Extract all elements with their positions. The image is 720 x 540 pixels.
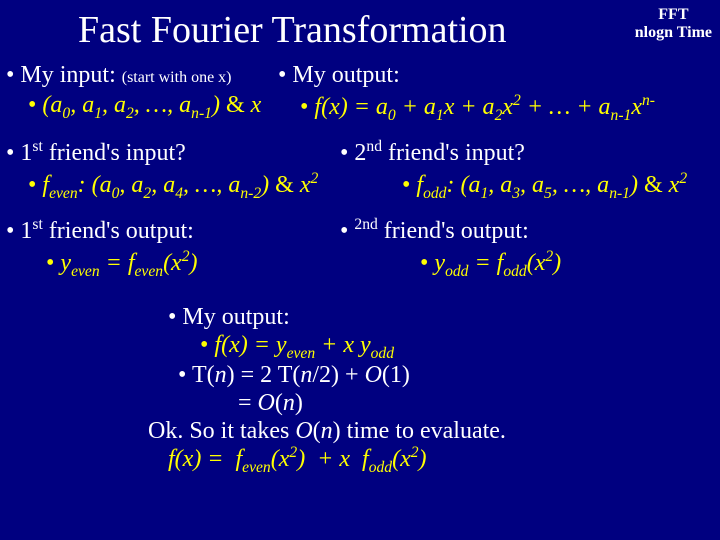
start-with-one-x: (start with one x)	[122, 69, 232, 86]
f-even-def: • feven: (a0, a2, a4, …, an-2) & x2	[28, 170, 318, 203]
corner-label: FFTnlogn Time	[635, 6, 712, 41]
f-odd-def: • fodd: (a1, a3, a5, …, an-1) & x2	[402, 170, 687, 203]
slide-title: Fast Fourier Transformation	[78, 8, 507, 52]
friend1-input-label: • 1st friend's input?	[6, 138, 186, 167]
y-odd-def: • yodd = fodd(x2)	[420, 248, 561, 281]
friend1-output-label: • 1st friend's output:	[6, 216, 194, 245]
fx-expanded: f(x) = feven(x2) + x fodd(x2)	[168, 444, 427, 477]
my-input-label: • My input: (start with one x)	[6, 62, 232, 89]
conclusion-text: Ok. So it takes O(n) time to evaluate.	[148, 418, 506, 445]
friend2-input-label: • 2nd friend's input?	[340, 138, 525, 167]
recurrence: • T(n) = 2 T(n/2) + O(1)	[178, 362, 410, 389]
output-poly: • f(x) = a0 + a1x + a2x2 + … + an-1xn-	[300, 92, 655, 125]
friend2-output-label: • 2nd friend's output:	[340, 216, 529, 245]
recurrence-solved: = O(n)	[208, 390, 303, 417]
y-even-def: • yeven = feven(x2)	[46, 248, 198, 281]
my-output-label-2: • My output:	[168, 304, 290, 331]
my-output-label: • My output:	[278, 62, 400, 89]
fx-combine: • f(x) = yeven + x yodd	[200, 332, 394, 363]
input-coeffs: • (a0, a1, a2, …, an-1) & x	[28, 92, 261, 123]
